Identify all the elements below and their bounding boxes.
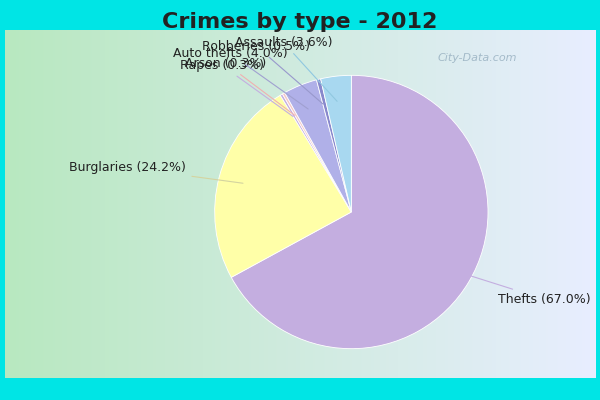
Wedge shape bbox=[231, 75, 488, 349]
Wedge shape bbox=[316, 79, 352, 212]
Text: Thefts (67.0%): Thefts (67.0%) bbox=[448, 269, 591, 306]
Text: Crimes by type - 2012: Crimes by type - 2012 bbox=[163, 12, 437, 32]
Text: Auto thefts (4.0%): Auto thefts (4.0%) bbox=[173, 47, 308, 109]
Wedge shape bbox=[320, 75, 352, 212]
Text: City-Data.com: City-Data.com bbox=[437, 53, 517, 63]
Text: Robberies (0.5%): Robberies (0.5%) bbox=[202, 40, 323, 104]
Wedge shape bbox=[215, 95, 352, 277]
Text: Burglaries (24.2%): Burglaries (24.2%) bbox=[70, 161, 243, 183]
Text: Arson (0.3%): Arson (0.3%) bbox=[185, 57, 295, 115]
Text: Assaults (3.6%): Assaults (3.6%) bbox=[235, 36, 337, 101]
Wedge shape bbox=[284, 80, 352, 212]
Wedge shape bbox=[280, 94, 352, 212]
Wedge shape bbox=[283, 93, 352, 212]
Text: Rapes (0.3%): Rapes (0.3%) bbox=[180, 59, 293, 116]
